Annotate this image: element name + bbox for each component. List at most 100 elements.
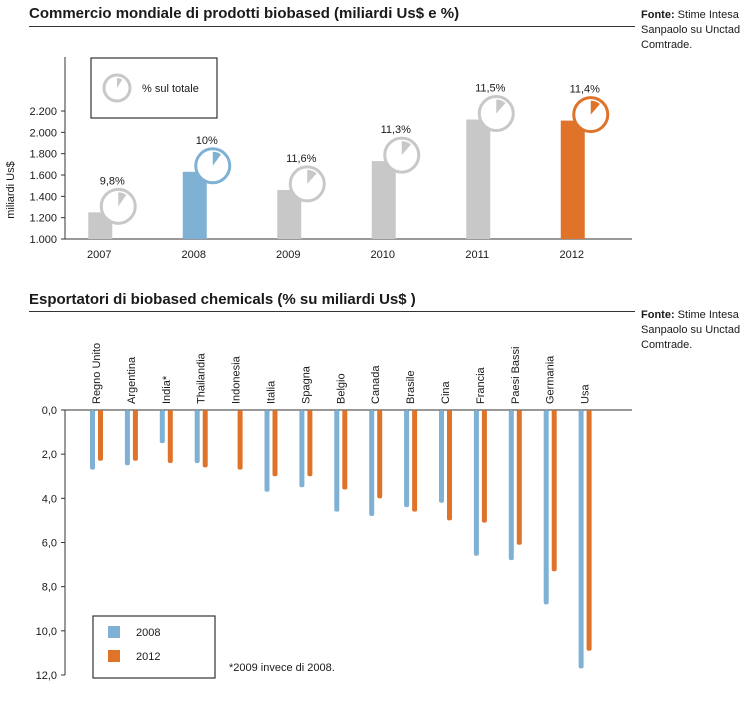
bottom-x-tick-label: Belgio <box>335 373 347 404</box>
bottom-x-tick-label: Francia <box>475 366 487 404</box>
bottom-bar-2008 <box>264 410 270 492</box>
bottom-source-label: Fonte: <box>641 309 675 321</box>
top-chart-title: Commercio mondiale di prodotti biobased … <box>29 5 460 22</box>
bottom-y-tick-label: 10,0 <box>36 626 57 638</box>
bottom-y-tick-label: 0,0 <box>42 405 57 417</box>
top-source-label: Fonte: <box>641 9 675 21</box>
bottom-x-tick-label: Argentina <box>126 356 138 404</box>
top-bar <box>371 161 396 239</box>
bottom-y-tick-label: 6,0 <box>42 538 57 550</box>
top-y-tick-label: 1.000 <box>29 234 57 246</box>
top-share-pie-wedge <box>307 169 317 184</box>
top-share-label: 11,6% <box>286 153 317 165</box>
bottom-bar-2012 <box>202 410 208 468</box>
bottom-x-tick-label: Brasile <box>405 370 417 404</box>
bottom-bar-2008 <box>473 410 479 556</box>
top-share-label: 10% <box>196 135 218 147</box>
bottom-bar-2012 <box>481 410 487 523</box>
bottom-bar-2012 <box>132 410 138 461</box>
top-share-label: 11,3% <box>381 124 412 136</box>
bottom-bar-2008 <box>543 410 549 605</box>
bottom-x-tick-label: Indonesia <box>231 355 243 404</box>
bottom-bar-2008 <box>404 410 410 508</box>
bottom-bar-2008 <box>508 410 514 561</box>
top-share-pie-wedge <box>118 192 127 207</box>
top-bar <box>466 119 491 239</box>
top-y-tick-label: 1.800 <box>29 149 57 161</box>
bottom-bar-2008 <box>578 410 584 669</box>
top-bar <box>182 171 207 239</box>
bottom-source-text: Stime Intesa Sanpaolo su Unctad Comtrade… <box>641 309 741 351</box>
top-y-axis-label: miliardi Us$ <box>5 161 17 218</box>
top-x-tick-label: 2007 <box>87 249 111 261</box>
bottom-bar-chart: 0,0 2,0 4,0 6,0 8,0 10,0 12,0 Regno Unito Argent… <box>36 343 632 682</box>
top-share-pie-wedge <box>496 99 506 114</box>
bottom-bar-2012 <box>377 410 383 499</box>
bottom-bar-2008 <box>369 410 375 516</box>
bottom-bar-2012 <box>307 410 313 477</box>
bottom-legend-label-2008: 2008 <box>136 627 160 639</box>
bottom-chart-title: Esportatori di biobased chemicals (% su … <box>29 291 416 308</box>
top-y-tick-label: 1.400 <box>29 191 57 203</box>
top-share-pie-wedge <box>401 141 411 156</box>
top-x-tick-label: 2009 <box>276 249 300 261</box>
top-legend-label: % sul totale <box>142 83 199 95</box>
bottom-y-tick-label: 12,0 <box>36 670 57 682</box>
bottom-x-tick-label: India* <box>161 375 173 404</box>
bottom-bar-2012 <box>516 410 522 545</box>
top-x-tick-label: 2012 <box>560 249 584 261</box>
bottom-bar-2012 <box>586 410 592 651</box>
bottom-bar-2008 <box>439 410 444 503</box>
bottom-footnote: *2009 invece di 2008. <box>229 662 335 674</box>
bottom-legend-swatch-2008 <box>108 626 120 638</box>
bottom-bar-2012 <box>342 410 348 490</box>
bottom-bar-2012 <box>412 410 418 512</box>
top-y-tick-label: 2.200 <box>29 106 57 118</box>
top-share-pie-wedge <box>212 151 221 166</box>
top-source-text: Stime Intesa Sanpaolo su Unctad Comtrade… <box>641 9 741 51</box>
top-y-tick-label: 2.000 <box>29 127 57 139</box>
bottom-bar-2008 <box>334 410 340 512</box>
bottom-x-tick-label: Canada <box>370 365 382 404</box>
top-bar <box>560 120 585 239</box>
bottom-bar-2012 <box>167 410 173 463</box>
bottom-x-tick-label: Thailandia <box>196 352 208 404</box>
bottom-x-tick-label: Regno Unito <box>91 343 103 404</box>
top-title-rule <box>29 26 635 27</box>
bottom-bar-2008 <box>159 410 165 444</box>
top-bar-chart: 1.000 1.200 1.400 1.600 1.800 2.000 2.200 milia… <box>5 57 632 261</box>
bottom-bar-2008 <box>90 410 95 470</box>
bottom-bar-2012 <box>551 410 557 572</box>
bottom-legend-label-2012: 2012 <box>136 651 160 663</box>
bottom-x-tick-label: Paesi Bassi <box>510 347 522 404</box>
top-x-tick-label: 2008 <box>182 249 206 261</box>
bottom-x-tick-label: Usa <box>580 384 592 404</box>
top-share-label: 9,8% <box>100 175 125 187</box>
top-y-tick-label: 1.200 <box>29 213 57 225</box>
top-legend-pie-wedge <box>117 78 123 88</box>
bottom-bar-2012 <box>237 410 243 470</box>
bottom-x-tick-label: Italia <box>266 380 278 404</box>
top-share-label: 11,5% <box>475 83 506 95</box>
bottom-x-tick-label: Spagna <box>300 365 312 404</box>
bottom-y-tick-label: 8,0 <box>42 582 57 594</box>
top-share-pie-wedge <box>590 100 600 115</box>
top-share-label: 11,4% <box>570 84 601 96</box>
bottom-y-tick-label: 4,0 <box>42 493 57 505</box>
bottom-x-tick-label: Cina <box>440 380 452 404</box>
bottom-legend-box <box>92 615 216 679</box>
top-x-tick-label: 2011 <box>465 249 489 261</box>
bottom-bar-2012 <box>98 410 103 461</box>
bottom-source-note: Fonte: Stime Intesa Sanpaolo su Unctad C… <box>641 308 750 353</box>
bottom-bar-2008 <box>194 410 200 463</box>
bottom-bar-2008 <box>124 410 130 466</box>
bottom-bar-2012 <box>447 410 452 521</box>
top-x-tick-label: 2010 <box>371 249 395 261</box>
bottom-title-rule <box>29 311 635 312</box>
bottom-legend-swatch-2012 <box>108 650 120 662</box>
bottom-y-tick-label: 2,0 <box>42 449 57 461</box>
bottom-bar-2012 <box>272 410 278 477</box>
top-y-tick-label: 1.600 <box>29 170 57 182</box>
bottom-bar-2008 <box>299 410 305 488</box>
